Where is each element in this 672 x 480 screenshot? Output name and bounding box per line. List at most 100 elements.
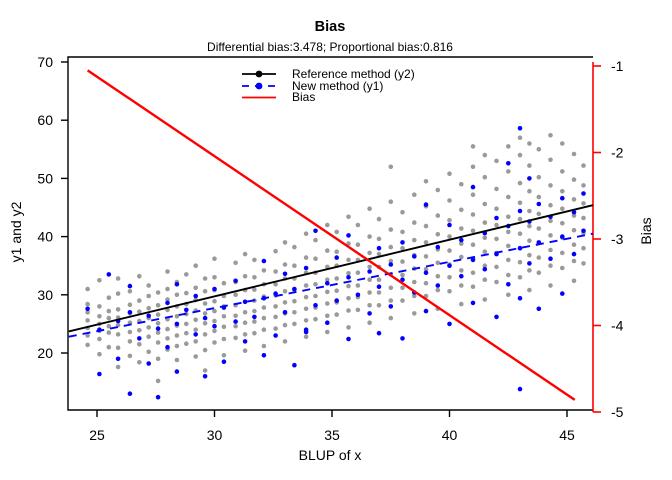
reference-point	[482, 201, 488, 207]
reference-point	[233, 323, 238, 329]
x-axis-ticks: 25 30 35 40 45	[89, 410, 575, 443]
reference-point	[355, 222, 361, 228]
new-method-point	[412, 254, 417, 259]
new-method-line	[68, 232, 594, 338]
legend-new-method-dot-icon	[255, 82, 263, 90]
reference-point	[85, 318, 90, 323]
new-method-point	[447, 263, 452, 269]
reference-point	[334, 276, 340, 281]
reference-point	[412, 311, 417, 316]
reference-point	[155, 290, 161, 295]
reference-point	[334, 249, 340, 254]
reference-point	[165, 269, 170, 274]
reference-point	[261, 268, 267, 273]
reference-point	[193, 263, 198, 269]
reference-point	[346, 308, 351, 313]
new-method-point	[106, 272, 112, 277]
reference-point	[459, 268, 464, 273]
reference-point	[334, 288, 340, 294]
reference-point	[423, 179, 429, 184]
new-method-point	[581, 228, 586, 234]
reference-point	[355, 242, 361, 247]
reference-point	[388, 244, 394, 250]
new-method-point	[506, 161, 511, 166]
new-method-point	[202, 374, 208, 379]
reference-point	[423, 280, 429, 286]
new-method-point	[506, 282, 511, 287]
reference-point	[137, 342, 142, 347]
reference-point	[292, 244, 297, 250]
reference-point	[303, 294, 309, 300]
reference-point	[447, 275, 452, 280]
reference-point	[536, 270, 542, 276]
y-right-tick-label: -5	[611, 404, 624, 420]
new-method-point	[242, 299, 248, 305]
reference-point	[571, 227, 577, 233]
new-method-point	[367, 311, 372, 316]
reference-point	[367, 206, 372, 211]
reference-point	[212, 275, 217, 280]
reference-point	[470, 284, 476, 290]
reference-point	[155, 303, 161, 308]
reference-point	[459, 254, 464, 260]
x-tick-label: 25	[89, 427, 105, 443]
reference-point	[506, 169, 511, 174]
new-method-point	[273, 333, 278, 338]
reference-point	[137, 273, 142, 279]
reference-point	[155, 378, 161, 384]
reference-point	[242, 251, 248, 257]
reference-point	[115, 291, 121, 296]
new-method-point	[127, 283, 133, 289]
reference-point	[273, 314, 278, 320]
reference-point	[506, 194, 511, 200]
reference-point	[313, 282, 318, 287]
reference-point	[261, 315, 267, 321]
reference-point	[325, 313, 330, 319]
reference-point	[252, 319, 257, 324]
new-method-point	[388, 304, 394, 309]
reference-point	[303, 334, 309, 340]
reference-point	[536, 255, 542, 260]
reference-point	[165, 326, 170, 332]
reference-point	[367, 264, 372, 270]
reference-point	[459, 283, 464, 288]
new-method-point	[325, 320, 330, 326]
legend: Reference method (y2) New method (y1) Bi…	[242, 67, 415, 104]
new-method-point	[313, 228, 318, 234]
reference-point	[517, 152, 523, 158]
reference-point	[548, 218, 553, 224]
reference-point	[435, 273, 441, 279]
reference-point	[459, 207, 464, 213]
reference-point	[571, 258, 577, 264]
new-method-point	[447, 222, 452, 228]
reference-point	[85, 310, 90, 315]
reference-point	[470, 228, 476, 234]
reference-point	[146, 293, 151, 299]
reference-point	[367, 250, 372, 256]
reference-point	[400, 298, 405, 303]
reference-point	[376, 216, 382, 222]
reference-point	[388, 164, 394, 170]
reference-point	[400, 285, 405, 291]
new-method-point	[459, 273, 464, 279]
reference-point	[325, 289, 330, 295]
new-method-point	[400, 277, 405, 283]
y-left-tick-label: 50	[37, 170, 53, 186]
new-method-point	[470, 184, 476, 190]
reference-point	[581, 245, 586, 251]
reference-line	[68, 204, 594, 333]
reference-point	[303, 306, 309, 312]
y-left-axis-title: y1 and y2	[8, 201, 24, 262]
new-method-point	[193, 332, 198, 337]
reference-point	[367, 320, 372, 326]
reference-point	[242, 273, 248, 279]
new-method-point	[174, 282, 180, 287]
reference-point	[273, 304, 278, 309]
reference-point	[367, 303, 372, 308]
reference-point	[115, 364, 121, 370]
new-method-point	[165, 300, 170, 306]
new-method-point	[261, 258, 267, 264]
reference-point	[482, 297, 488, 302]
reference-point	[146, 349, 151, 355]
new-method-point	[548, 256, 553, 262]
